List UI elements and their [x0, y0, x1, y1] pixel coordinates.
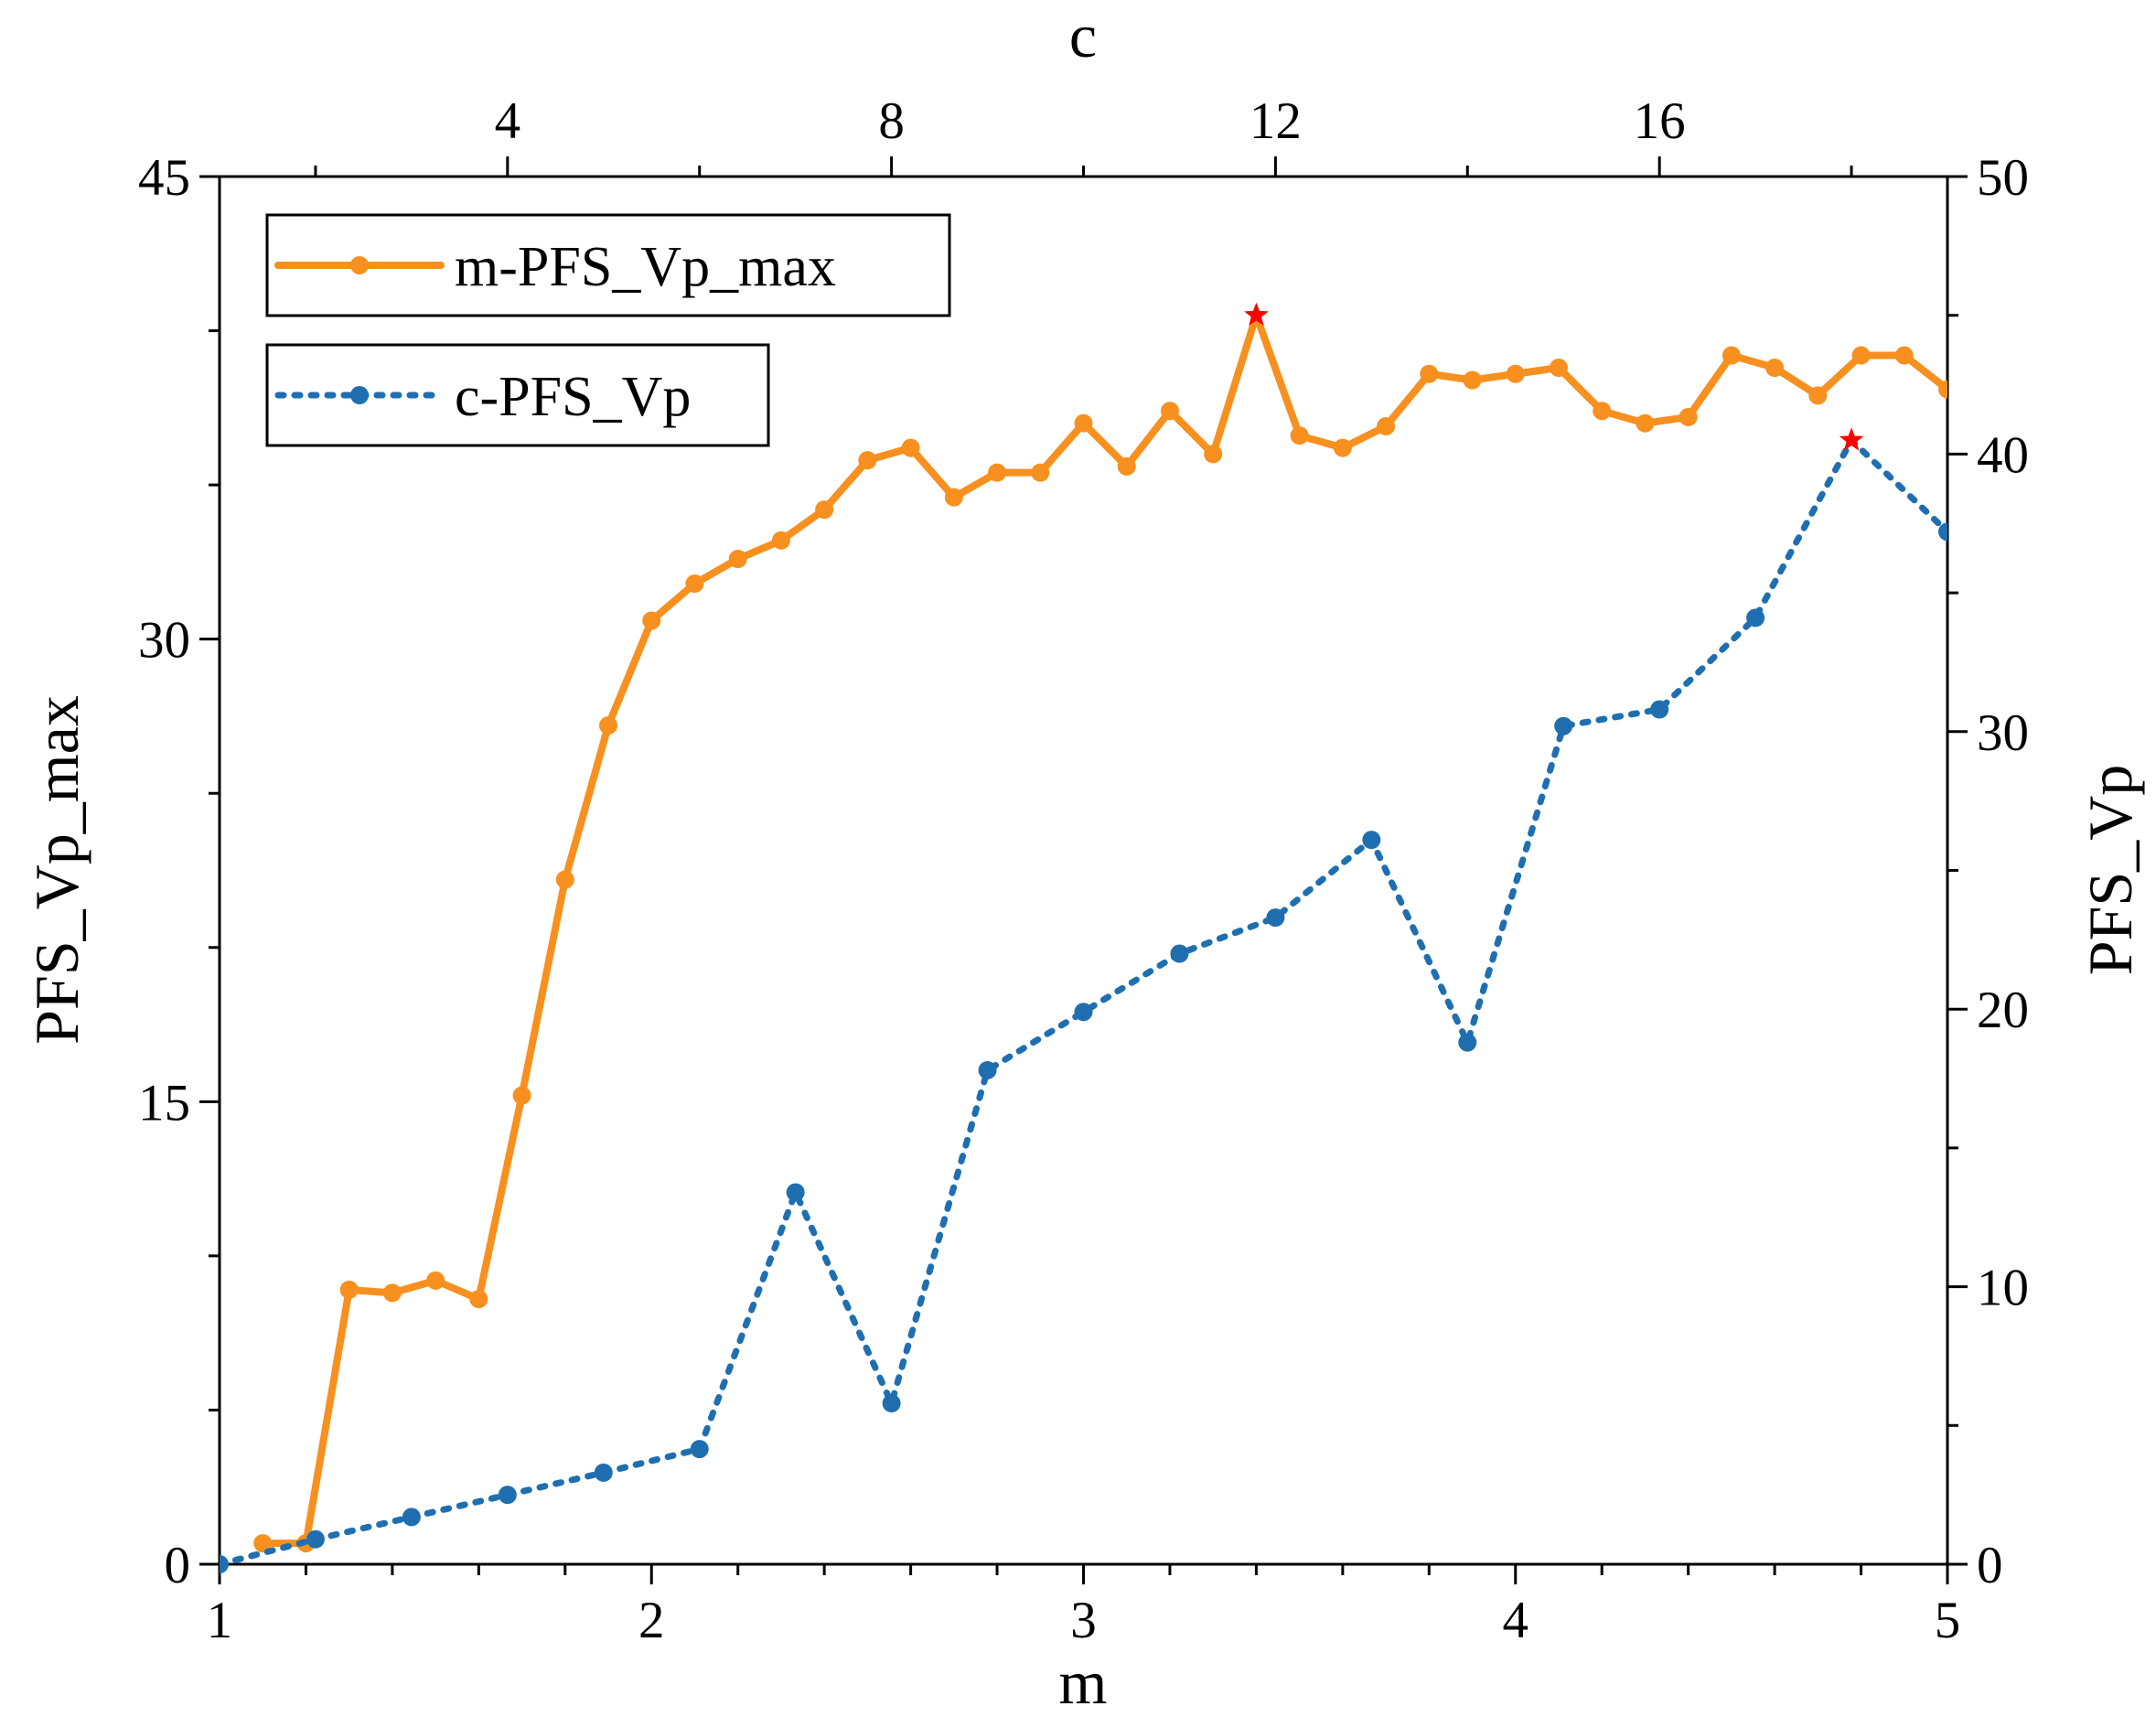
- marker: [1458, 1033, 1477, 1052]
- series-line: [259, 311, 1947, 1548]
- marker: [685, 574, 704, 593]
- marker: [1290, 426, 1309, 445]
- y-tick-label: 45: [138, 149, 190, 207]
- marker: [306, 1529, 325, 1549]
- marker: [1074, 1003, 1093, 1022]
- y2-tick-label: 20: [1977, 982, 2029, 1039]
- marker: [1746, 608, 1765, 628]
- max-marker: [1839, 427, 1864, 451]
- marker: [402, 1508, 421, 1527]
- marker: [1938, 522, 1947, 542]
- y2-axis-title: PFS_Vp: [2076, 765, 2145, 976]
- y-tick-label: 30: [138, 612, 190, 670]
- marker: [555, 870, 574, 889]
- y2-tick-label: 40: [1977, 426, 2029, 484]
- legend-marker: [350, 256, 369, 274]
- legend-marker: [350, 386, 369, 404]
- marker: [944, 488, 963, 507]
- marker: [988, 463, 1007, 482]
- marker: [253, 1534, 273, 1553]
- marker: [339, 1280, 359, 1299]
- marker: [1420, 364, 1439, 383]
- marker: [1160, 402, 1179, 421]
- marker: [1808, 386, 1828, 405]
- marker: [815, 500, 834, 520]
- marker: [882, 1394, 901, 1413]
- x-tick-label: 3: [1070, 1592, 1097, 1649]
- marker: [594, 1463, 613, 1482]
- marker: [1765, 359, 1785, 378]
- marker: [426, 1271, 445, 1290]
- marker: [1851, 346, 1871, 365]
- marker: [512, 1086, 531, 1105]
- marker: [220, 1555, 229, 1573]
- legend-label: m-PFS_Vp_max: [455, 236, 836, 298]
- y-tick-label: 15: [138, 1074, 190, 1132]
- y2-tick-label: 30: [1977, 704, 2029, 762]
- y2-tick-label: 10: [1977, 1260, 2029, 1317]
- marker: [1679, 407, 1698, 426]
- x2-tick-label: 4: [495, 92, 521, 150]
- marker: [728, 550, 747, 569]
- x2-tick-label: 16: [1634, 92, 1686, 150]
- marker: [1074, 413, 1093, 433]
- marker: [771, 531, 790, 550]
- x-tick-label: 1: [207, 1592, 233, 1649]
- marker: [1554, 716, 1573, 735]
- marker: [1266, 908, 1285, 928]
- marker: [1463, 370, 1482, 390]
- marker: [1170, 944, 1189, 963]
- marker: [1938, 380, 1947, 399]
- marker: [1894, 346, 1914, 365]
- marker: [382, 1283, 402, 1303]
- marker: [858, 451, 877, 470]
- x2-tick-label: 12: [1250, 92, 1302, 150]
- marker: [1362, 831, 1381, 850]
- marker: [690, 1440, 709, 1459]
- series: [220, 427, 1947, 1573]
- marker: [1117, 456, 1136, 476]
- marker: [469, 1290, 488, 1309]
- marker: [1650, 700, 1669, 719]
- y-axis-title: PFS_Vp_max: [22, 695, 91, 1045]
- x2-axis-title: c: [1069, 1, 1097, 70]
- x-tick-label: 4: [1503, 1592, 1529, 1649]
- marker: [1636, 413, 1655, 433]
- marker: [978, 1060, 997, 1079]
- marker: [1722, 346, 1741, 365]
- series: [253, 302, 1947, 1553]
- marker: [1377, 417, 1396, 436]
- x-axis-title: m: [1059, 1647, 1108, 1717]
- marker: [642, 611, 661, 630]
- legend-label: c-PFS_Vp: [455, 366, 691, 428]
- marker: [1031, 463, 1050, 482]
- marker: [786, 1183, 805, 1202]
- marker: [1333, 438, 1352, 457]
- x2-tick-label: 8: [878, 92, 905, 150]
- x-tick-label: 2: [638, 1592, 665, 1649]
- marker: [1204, 445, 1223, 464]
- y2-tick-label: 50: [1977, 149, 2029, 207]
- y2-tick-label: 0: [1977, 1537, 2003, 1594]
- x-tick-label: 5: [1935, 1592, 1961, 1649]
- marker: [1506, 364, 1525, 383]
- marker: [901, 438, 920, 457]
- marker: [1549, 359, 1568, 378]
- marker: [599, 716, 618, 735]
- y-tick-label: 0: [165, 1537, 191, 1594]
- series-line: [220, 436, 1947, 1568]
- marker: [498, 1486, 517, 1505]
- max-marker: [1244, 302, 1269, 326]
- marker: [1593, 402, 1612, 421]
